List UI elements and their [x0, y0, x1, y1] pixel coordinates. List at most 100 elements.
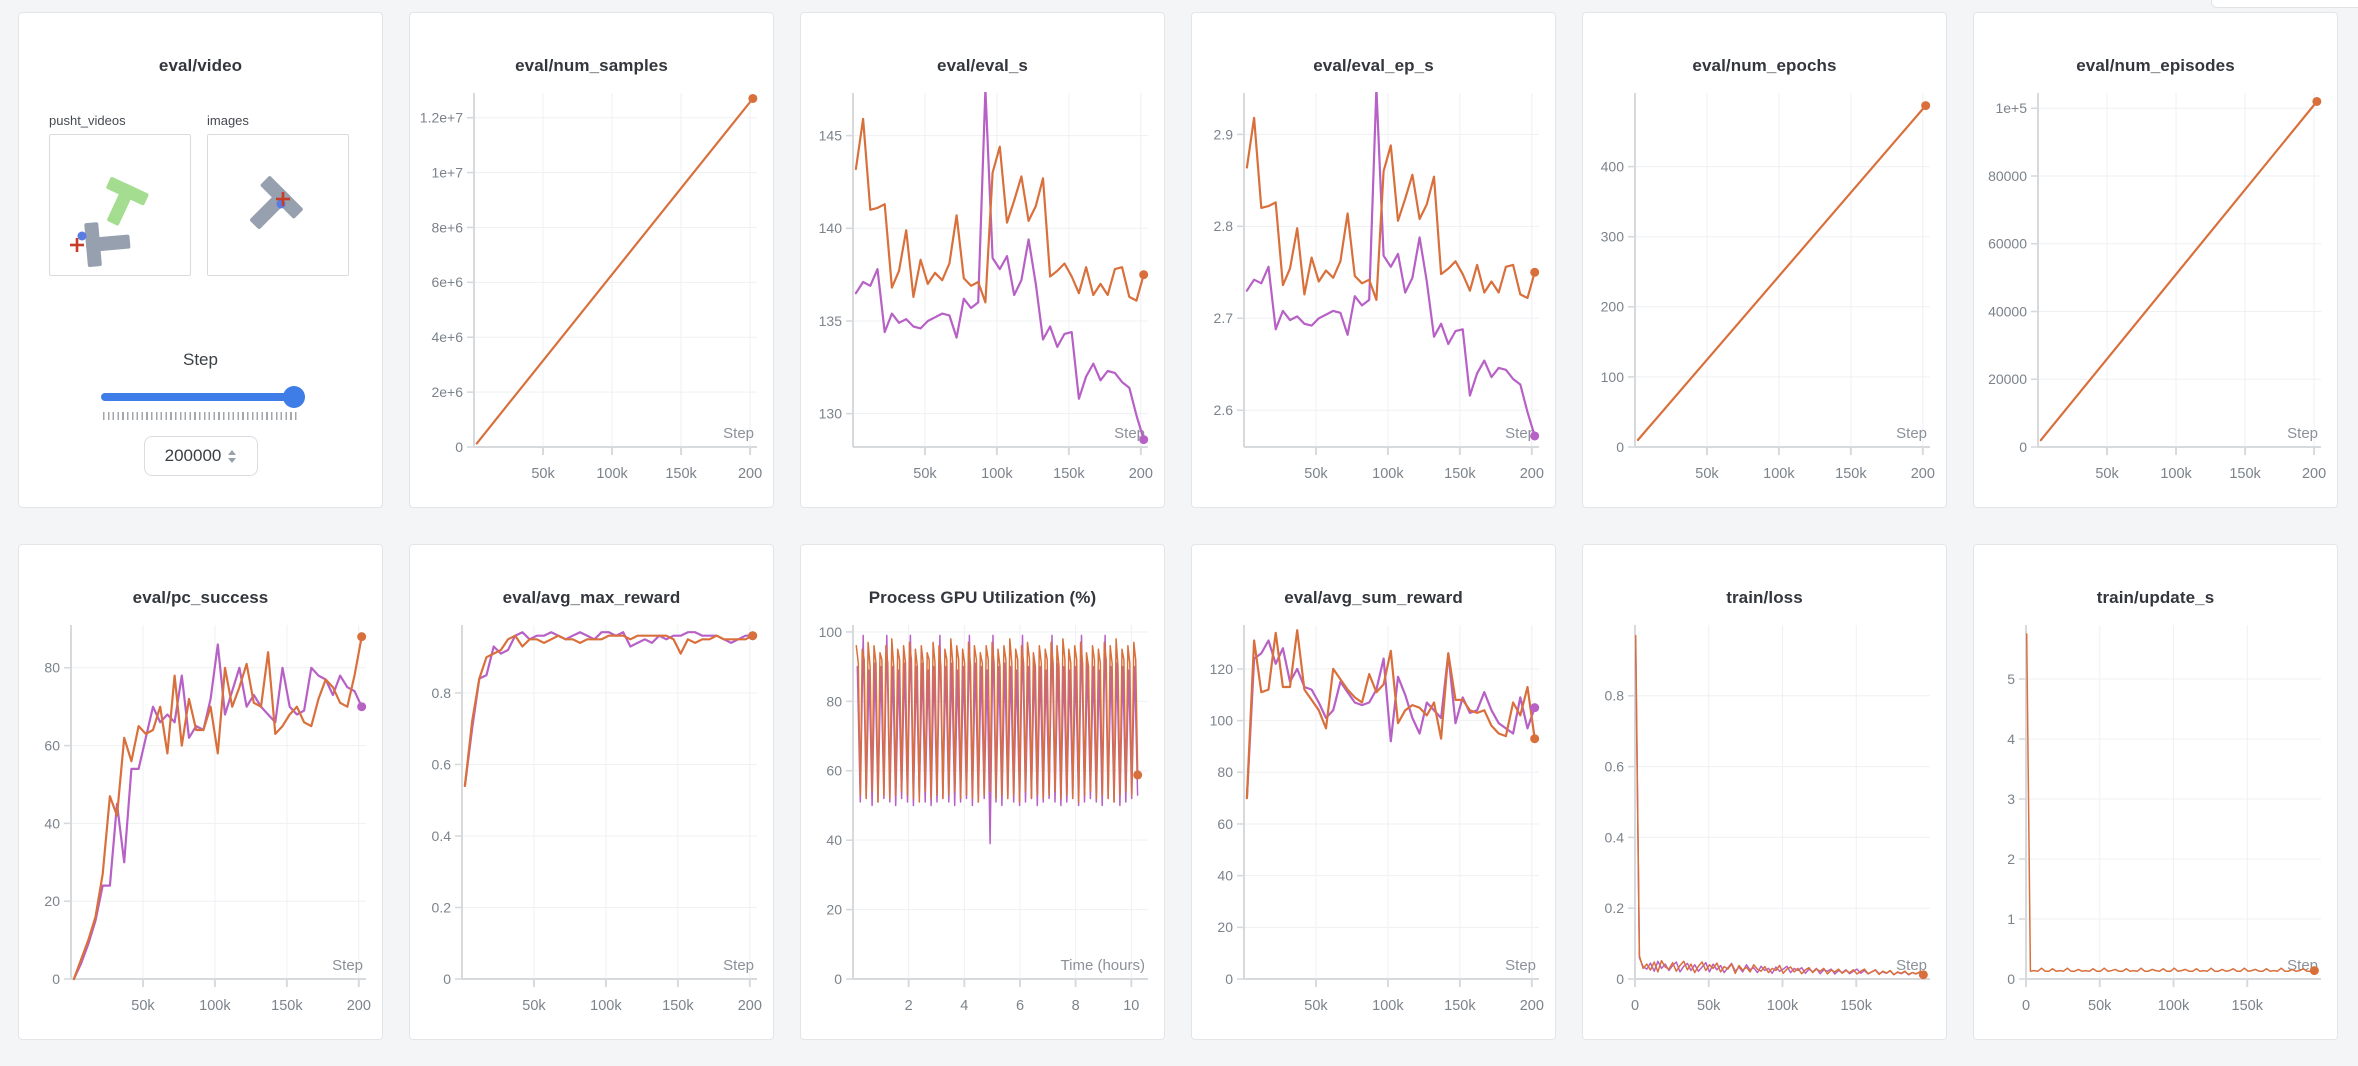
svg-text:50k: 50k	[131, 998, 155, 1014]
panel-title: eval/avg_sum_reward	[1284, 588, 1463, 607]
stepper-down-icon[interactable]	[228, 457, 237, 463]
svg-text:20: 20	[826, 901, 842, 917]
svg-text:50k: 50k	[531, 466, 555, 482]
panel-eval-num-episodes: eval/num_episodes 0 20000 40000 60000 80000 1…	[1973, 12, 2338, 508]
media-caption: images	[207, 113, 249, 128]
chart-process-gpu-utilization[interactable]: 0 20 40 60 80 100 2 4 6 8 10 Time (hours)	[801, 617, 1164, 1033]
svg-text:100k: 100k	[1767, 998, 1799, 1014]
svg-text:200: 200	[2302, 466, 2326, 482]
panel-title: Process GPU Utilization (%)	[868, 588, 1097, 607]
svg-text:150k: 150k	[271, 998, 303, 1014]
chart-eval-num-samples[interactable]: 0 2e+6 4e+6 6e+6 8e+6 1e+7 1.2e+7 50k 100k 150k 20…	[410, 85, 773, 501]
panel-title: eval/pc_success	[132, 588, 269, 607]
chart-eval-avg-sum-reward[interactable]: 0 20 40 60 80 100 120 50k 100k 150k 200 Step	[1192, 617, 1555, 1033]
panel-eval-avg-max-reward: eval/avg_max_reward 0 0.2 0.4 0.6 0.8 50k 100k…	[409, 544, 774, 1040]
svg-text:100: 100	[1601, 369, 1625, 385]
chart-eval-eval-ep-s[interactable]: 2.6 2.7 2.8 2.9 50k 100k 150k 200 Step	[1192, 85, 1555, 501]
step-slider[interactable]	[100, 386, 305, 408]
panel-title: eval/eval_s	[937, 56, 1028, 75]
svg-text:150k: 150k	[1444, 466, 1476, 482]
svg-text:1.2e+7: 1.2e+7	[420, 110, 463, 126]
chart-train-update-s[interactable]: 0 1 2 3 4 5 0 50k 100k 150k Step	[1974, 617, 2337, 1033]
stepper	[228, 449, 237, 463]
svg-text:40000: 40000	[1988, 303, 2027, 319]
svg-text:50k: 50k	[1695, 466, 1719, 482]
svg-text:200: 200	[1520, 998, 1544, 1014]
panel-eval-num-epochs: eval/num_epochs 0 100 200 300 400 50k 100k 150k…	[1582, 12, 1947, 508]
svg-text:8: 8	[1072, 998, 1080, 1014]
images-thumbnail[interactable]	[207, 134, 349, 276]
svg-text:135: 135	[819, 313, 843, 329]
media-item-images: images	[207, 113, 349, 276]
svg-text:Step: Step	[332, 957, 363, 974]
svg-text:Step: Step	[2287, 425, 2318, 442]
svg-text:6: 6	[1016, 998, 1024, 1014]
chart-eval-eval-s[interactable]: 130 135 140 145 50k 100k 150k 200 Step	[801, 85, 1164, 501]
chart-eval-pc-success[interactable]: 0 20 40 60 80 50k 100k 150k 200 Step	[19, 617, 382, 1033]
svg-text:2.8: 2.8	[1214, 218, 1234, 234]
panel-eval-avg-sum-reward: eval/avg_sum_reward 0 20 40 60 80 100 120 50k 10…	[1191, 544, 1556, 1040]
svg-text:Step: Step	[1896, 425, 1927, 442]
svg-text:50k: 50k	[913, 466, 937, 482]
pusht-videos-thumbnail[interactable]	[49, 134, 191, 276]
svg-text:80000: 80000	[1988, 168, 2027, 184]
dashboard-grid: eval/video pusht_videos	[18, 12, 2338, 1040]
chart-eval-num-episodes[interactable]: 0 20000 40000 60000 80000 1e+5 50k 100k 150k 200 S…	[1974, 85, 2337, 501]
svg-text:50k: 50k	[522, 998, 546, 1014]
panel-title: eval/video	[158, 56, 243, 75]
svg-text:1: 1	[2007, 911, 2015, 927]
svg-text:0.6: 0.6	[432, 756, 452, 772]
svg-text:100k: 100k	[1372, 466, 1404, 482]
red-target-cross-icon	[276, 192, 290, 206]
svg-text:Step: Step	[1896, 957, 1927, 974]
svg-text:0.2: 0.2	[432, 899, 452, 915]
svg-text:20: 20	[1217, 919, 1233, 935]
svg-text:100k: 100k	[1372, 998, 1404, 1014]
media-item-pusht-videos: pusht_videos	[49, 113, 191, 276]
step-value-input[interactable]: 200000	[143, 436, 258, 476]
svg-text:150k: 150k	[665, 466, 697, 482]
svg-text:0.8: 0.8	[432, 685, 452, 701]
svg-text:0: 0	[1225, 971, 1233, 987]
svg-text:Step: Step	[1505, 425, 1536, 442]
step-slider-knob[interactable]	[282, 386, 305, 408]
svg-text:100: 100	[1210, 713, 1234, 729]
svg-text:200: 200	[347, 998, 371, 1014]
panel-train-update-s: train/update_s 0 1 2 3 4 5 0 50k 100k 150k Step	[1973, 544, 2338, 1040]
svg-text:80: 80	[826, 693, 842, 709]
svg-text:4: 4	[960, 998, 968, 1014]
panel-eval-pc-success: eval/pc_success 0 20 40 60 80 50k 100k 150k 200 S…	[18, 544, 383, 1040]
media-caption: pusht_videos	[49, 113, 126, 128]
svg-text:150k: 150k	[1841, 998, 1873, 1014]
svg-text:0: 0	[834, 971, 842, 987]
chart-eval-num-epochs[interactable]: 0 100 200 300 400 50k 100k 150k 200 Step	[1583, 85, 1946, 501]
svg-text:60000: 60000	[1988, 236, 2027, 252]
stepper-up-icon[interactable]	[228, 449, 237, 455]
svg-text:1e+5: 1e+5	[1995, 100, 2027, 116]
step-slider-label: Step	[183, 350, 218, 369]
svg-text:150k: 150k	[662, 998, 694, 1014]
svg-text:1e+7: 1e+7	[431, 164, 463, 180]
panel-eval-eval-s: eval/eval_s 130 135 140 145 50k 100k 150k 200 St…	[800, 12, 1165, 508]
svg-text:0: 0	[1616, 439, 1624, 455]
svg-text:3: 3	[2007, 791, 2015, 807]
svg-text:4e+6: 4e+6	[431, 329, 463, 345]
svg-text:200: 200	[738, 466, 762, 482]
svg-text:100k: 100k	[2158, 998, 2190, 1014]
svg-text:80: 80	[1217, 764, 1233, 780]
step-slider-track[interactable]	[100, 393, 301, 401]
panel-eval-video: eval/video pusht_videos	[18, 12, 383, 508]
svg-text:0: 0	[1631, 998, 1639, 1014]
svg-text:200: 200	[1520, 466, 1544, 482]
svg-text:0: 0	[2019, 439, 2027, 455]
red-target-cross-icon	[70, 238, 84, 252]
svg-text:2: 2	[905, 998, 913, 1014]
svg-text:150k: 150k	[2229, 466, 2261, 482]
svg-text:Step: Step	[723, 425, 754, 442]
chart-eval-avg-max-reward[interactable]: 0 0.2 0.4 0.6 0.8 50k 100k 150k 200 Step	[410, 617, 773, 1033]
chart-train-loss[interactable]: 0 0.2 0.4 0.6 0.8 0 50k 100k 150k Step	[1583, 617, 1946, 1033]
step-slider-ruler	[102, 412, 299, 420]
svg-text:5: 5	[2007, 671, 2015, 687]
panel-title: eval/avg_max_reward	[502, 588, 681, 607]
svg-text:2.7: 2.7	[1214, 310, 1234, 326]
